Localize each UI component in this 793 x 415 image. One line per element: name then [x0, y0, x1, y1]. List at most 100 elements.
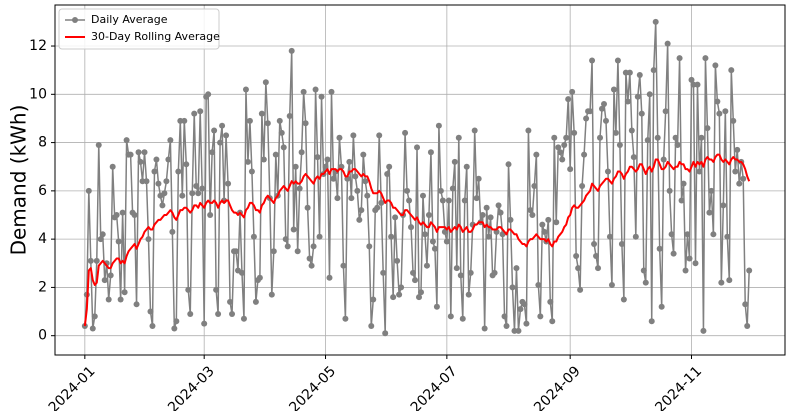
- data-point: [507, 216, 514, 223]
- data-point: [652, 18, 659, 25]
- data-point: [632, 233, 639, 240]
- data-point: [604, 168, 611, 175]
- data-point: [557, 149, 564, 156]
- data-point: [425, 212, 432, 218]
- data-point: [463, 163, 470, 170]
- data-point: [688, 76, 695, 83]
- data-point: [610, 86, 617, 93]
- data-point: [457, 272, 464, 279]
- data-point: [412, 277, 419, 284]
- data-point: [674, 142, 681, 148]
- data-point: [416, 294, 423, 301]
- data-point: [443, 238, 450, 245]
- data-point: [262, 79, 269, 86]
- data-point: [662, 108, 669, 115]
- data-point: [491, 269, 498, 276]
- data-point: [722, 108, 729, 115]
- data-point: [382, 330, 389, 337]
- data-point: [141, 149, 148, 156]
- data-point: [316, 233, 323, 240]
- data-point: [523, 320, 530, 327]
- data-point: [708, 187, 715, 194]
- data-point: [612, 129, 619, 136]
- data-point: [260, 156, 267, 163]
- data-point: [97, 236, 104, 243]
- data-point: [113, 212, 120, 218]
- data-point: [559, 156, 566, 163]
- data-point: [87, 257, 94, 264]
- data-point: [366, 243, 373, 250]
- data-point: [123, 137, 130, 144]
- data-point: [712, 62, 719, 69]
- data-point: [268, 291, 275, 298]
- data-point: [183, 161, 190, 168]
- data-point: [676, 55, 683, 62]
- data-point: [147, 308, 154, 315]
- y-tick-label: 10: [29, 86, 47, 102]
- data-point: [599, 105, 606, 112]
- data-point: [565, 96, 572, 103]
- data-point: [573, 253, 580, 260]
- data-point: [107, 272, 114, 279]
- data-point: [135, 149, 142, 156]
- data-point: [744, 323, 751, 330]
- data-point: [666, 187, 673, 194]
- data-point: [483, 204, 490, 211]
- data-point: [308, 262, 315, 269]
- data-point: [121, 289, 128, 296]
- data-point: [736, 180, 743, 187]
- data-point: [692, 260, 699, 267]
- data-point: [89, 325, 96, 332]
- data-point: [173, 318, 180, 325]
- data-point: [318, 93, 325, 100]
- data-point: [694, 81, 701, 88]
- data-point: [642, 279, 649, 286]
- data-point: [421, 231, 428, 238]
- data-point: [654, 134, 661, 141]
- data-point: [334, 195, 341, 202]
- data-point: [628, 127, 635, 134]
- data-point: [326, 274, 333, 281]
- data-point: [680, 180, 687, 187]
- data-point: [431, 245, 438, 252]
- data-point: [549, 318, 556, 325]
- data-point: [153, 156, 160, 163]
- data-point: [686, 255, 693, 262]
- data-point: [346, 158, 353, 165]
- data-point: [644, 137, 651, 144]
- data-point: [238, 269, 245, 276]
- data-point: [161, 190, 168, 197]
- y-tick-label: 2: [38, 279, 47, 295]
- data-point: [495, 202, 502, 209]
- data-point: [171, 325, 178, 332]
- data-point: [364, 192, 371, 199]
- data-point: [302, 120, 309, 127]
- data-point: [85, 187, 92, 194]
- data-point: [229, 310, 236, 317]
- y-tick-label: 12: [29, 38, 47, 54]
- data-point: [718, 279, 725, 286]
- data-point: [531, 183, 538, 190]
- data-point: [600, 100, 607, 107]
- data-point: [481, 325, 488, 332]
- data-point: [352, 173, 359, 180]
- data-point: [529, 212, 536, 218]
- data-point: [248, 168, 255, 175]
- data-point: [91, 313, 98, 320]
- data-point: [290, 226, 297, 233]
- data-point: [672, 134, 679, 141]
- data-point: [276, 117, 283, 124]
- data-point: [614, 57, 621, 64]
- data-point: [471, 127, 478, 134]
- data-point: [678, 197, 685, 204]
- data-point: [288, 47, 295, 54]
- data-point: [292, 163, 299, 170]
- data-point: [533, 151, 540, 158]
- data-point: [459, 315, 466, 322]
- data-point: [242, 86, 249, 93]
- data-point: [356, 216, 363, 223]
- data-point: [608, 282, 615, 288]
- data-point: [423, 262, 430, 269]
- data-point: [314, 154, 321, 161]
- data-point: [312, 86, 319, 93]
